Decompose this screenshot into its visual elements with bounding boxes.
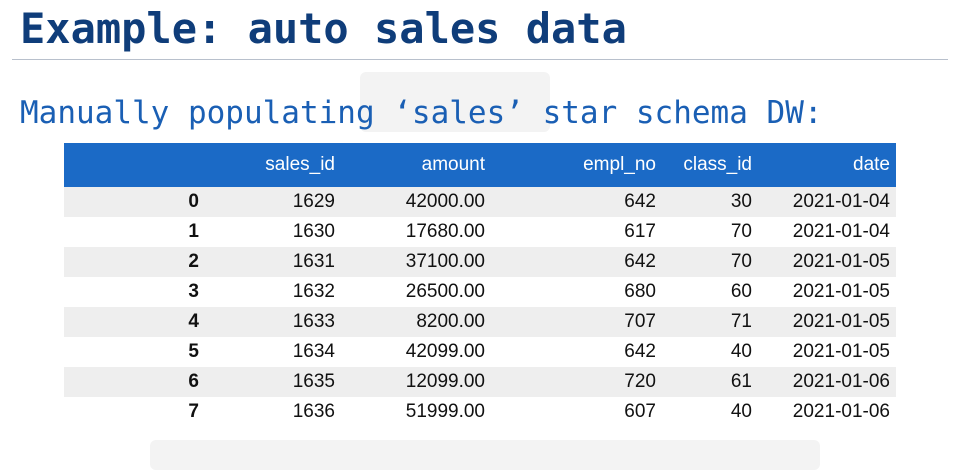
amount-cell: 8200.00 [335, 307, 485, 337]
watermark-shape [150, 440, 820, 470]
class-id-cell: 70 [656, 217, 752, 247]
sales-id-cell: 1634 [199, 337, 335, 367]
sales-dataframe-table: sales_id amount empl_no class_id date 0 … [64, 143, 896, 427]
row-index-cell: 4 [64, 307, 199, 337]
date-cell: 2021-01-05 [752, 307, 896, 337]
row-index-cell: 5 [64, 337, 199, 367]
column-header-class-id: class_id [656, 143, 752, 187]
row-index-cell: 7 [64, 397, 199, 427]
sales-id-cell: 1633 [199, 307, 335, 337]
date-cell: 2021-01-06 [752, 397, 896, 427]
class-id-cell: 71 [656, 307, 752, 337]
date-cell: 2021-01-04 [752, 187, 896, 217]
date-cell: 2021-01-05 [752, 247, 896, 277]
class-id-cell: 30 [656, 187, 752, 217]
amount-cell: 17680.00 [335, 217, 485, 247]
empl-no-cell: 642 [485, 247, 656, 277]
class-id-cell: 70 [656, 247, 752, 277]
sales-id-cell: 1631 [199, 247, 335, 277]
table-row: 3 1632 26500.00 680 60 2021-01-05 [64, 277, 896, 307]
sales-id-cell: 1632 [199, 277, 335, 307]
amount-cell: 42099.00 [335, 337, 485, 367]
date-cell: 2021-01-05 [752, 277, 896, 307]
table-row: 2 1631 37100.00 642 70 2021-01-05 [64, 247, 896, 277]
row-index-cell: 3 [64, 277, 199, 307]
class-id-cell: 60 [656, 277, 752, 307]
empl-no-cell: 720 [485, 367, 656, 397]
table-row: 7 1636 51999.00 607 40 2021-01-06 [64, 397, 896, 427]
table-row: 1 1630 17680.00 617 70 2021-01-04 [64, 217, 896, 247]
empl-no-cell: 617 [485, 217, 656, 247]
class-id-cell: 40 [656, 397, 752, 427]
amount-cell: 42000.00 [335, 187, 485, 217]
slide-subtitle: Manually populating ‘sales’ star schema … [20, 95, 823, 131]
amount-cell: 51999.00 [335, 397, 485, 427]
date-cell: 2021-01-06 [752, 367, 896, 397]
row-index-cell: 6 [64, 367, 199, 397]
table-row: 4 1633 8200.00 707 71 2021-01-05 [64, 307, 896, 337]
column-header-date: date [752, 143, 896, 187]
watermark-shape [360, 72, 550, 132]
date-cell: 2021-01-05 [752, 337, 896, 367]
empl-no-cell: 707 [485, 307, 656, 337]
empl-no-cell: 607 [485, 397, 656, 427]
column-header-amount: amount [335, 143, 485, 187]
empl-no-cell: 680 [485, 277, 656, 307]
table-header-row: sales_id amount empl_no class_id date [64, 143, 896, 187]
date-cell: 2021-01-04 [752, 217, 896, 247]
amount-cell: 12099.00 [335, 367, 485, 397]
column-header-sales-id: sales_id [199, 143, 335, 187]
table-row: 5 1634 42099.00 642 40 2021-01-05 [64, 337, 896, 367]
slide-title: Example: auto sales data [20, 4, 627, 53]
title-divider [12, 59, 948, 60]
column-header-empl-no: empl_no [485, 143, 656, 187]
class-id-cell: 61 [656, 367, 752, 397]
sales-id-cell: 1630 [199, 217, 335, 247]
amount-cell: 37100.00 [335, 247, 485, 277]
empl-no-cell: 642 [485, 337, 656, 367]
sales-id-cell: 1635 [199, 367, 335, 397]
empl-no-cell: 642 [485, 187, 656, 217]
table-row: 0 1629 42000.00 642 30 2021-01-04 [64, 187, 896, 217]
row-index-cell: 2 [64, 247, 199, 277]
class-id-cell: 40 [656, 337, 752, 367]
amount-cell: 26500.00 [335, 277, 485, 307]
sales-id-cell: 1636 [199, 397, 335, 427]
table-row: 6 1635 12099.00 720 61 2021-01-06 [64, 367, 896, 397]
column-header-index [64, 143, 199, 187]
row-index-cell: 1 [64, 217, 199, 247]
sales-id-cell: 1629 [199, 187, 335, 217]
row-index-cell: 0 [64, 187, 199, 217]
